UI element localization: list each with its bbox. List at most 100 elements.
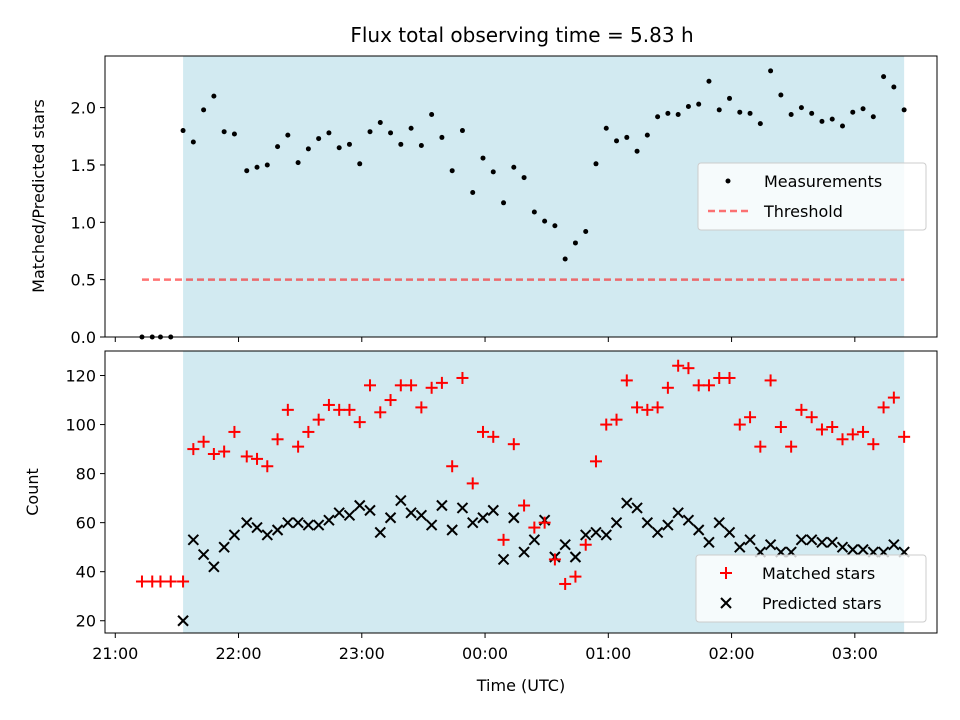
count-legend: Matched stars Predicted stars (695, 554, 927, 623)
matched-stars-point (405, 379, 418, 392)
y-tick-label: 1.0 (71, 213, 96, 232)
matched-stars-point (672, 359, 685, 372)
measurement-point (685, 103, 691, 109)
count-axes-frame (104, 350, 938, 634)
measurement-point (757, 121, 763, 127)
predicted-stars-point (610, 516, 623, 529)
measurement-point (593, 161, 599, 167)
matched-stars-point (877, 401, 890, 414)
measurement-point (346, 141, 352, 147)
predicted-stars-point (692, 524, 705, 536)
predicted-stars-point (723, 526, 736, 539)
matched-stars-point (135, 575, 148, 588)
matched-stars-point (425, 381, 438, 394)
legend-matched-marker (720, 567, 732, 579)
measurement-point (305, 146, 311, 152)
matched-stars-point (240, 450, 253, 463)
measurement-point (696, 101, 702, 107)
measurement-point (501, 200, 507, 206)
y-tick-label: 80 (76, 465, 96, 484)
ratio-y-ticks: 0.0 0.5 1.0 1.5 2.0 (71, 99, 105, 347)
measurement-point (264, 162, 270, 168)
measurement-point (449, 168, 455, 174)
measurement-point (840, 123, 846, 129)
measurement-point (819, 118, 825, 124)
predicted-stars-point (251, 521, 263, 534)
y-tick-label: 0.5 (71, 271, 96, 290)
matched-stars-point (343, 403, 356, 416)
measurement-point (614, 138, 620, 144)
predicted-stars-point (580, 529, 592, 541)
predicted-stars-point (218, 541, 230, 553)
measurement-point (829, 116, 835, 122)
predicted-stars-point (292, 516, 304, 529)
predicted-stars-point (826, 536, 838, 548)
matched-stars-point (487, 430, 500, 443)
matched-stars-point (312, 413, 325, 426)
legend-measurements-label: Measurements (764, 172, 882, 191)
measurement-point (490, 169, 496, 175)
predicted-stars-point (682, 514, 695, 526)
y-tick-label: 2.0 (71, 99, 96, 118)
measurement-point (459, 128, 465, 134)
measurement-point (860, 106, 866, 112)
matched-stars-point (374, 406, 387, 419)
predicted-stars-point (354, 499, 366, 512)
matched-stars-point (589, 455, 602, 468)
matched-stars-point (846, 428, 859, 441)
measurement-point (891, 84, 897, 90)
predicted-stars-point (177, 615, 189, 627)
measurement-point (480, 155, 486, 161)
predicted-stars-point (816, 536, 828, 548)
x-tick-label: 03:00 (832, 644, 878, 663)
measurement-point (521, 175, 527, 181)
legend-predicted-label: Predicted stars (762, 594, 882, 613)
predicted-stars-point (333, 507, 345, 519)
measurement-point (531, 209, 537, 215)
matched-stars-point (197, 435, 210, 448)
measurement-point (244, 168, 250, 174)
matched-stars-point (518, 499, 531, 512)
matched-stars-point (218, 445, 231, 458)
matched-stars-point (692, 379, 705, 392)
predicted-stars-point (456, 502, 469, 514)
matched-stars-point (538, 516, 551, 529)
matched-stars-point (857, 425, 870, 438)
x-tick-label: 00:00 (462, 644, 508, 663)
predicted-stars-point (487, 504, 499, 517)
matched-stars-point (446, 460, 459, 473)
measurement-point (398, 141, 404, 147)
matched-stars-point (302, 425, 315, 438)
measurement-point (737, 109, 743, 115)
measurement-point (275, 144, 281, 150)
matched-stars-point (207, 447, 220, 460)
predicted-stars-point (508, 512, 520, 524)
matched-stars-point (261, 460, 274, 473)
measurement-point (603, 125, 609, 131)
ratio-legend: Measurements Threshold (697, 162, 927, 231)
predicted-stars-point (302, 519, 315, 531)
chart-title: Flux total observing time = 5.83 h (350, 23, 693, 47)
measurement-point (429, 111, 435, 117)
matched-stars-point (251, 452, 264, 465)
matched-stars-point (528, 521, 541, 534)
matched-stars-point (826, 421, 839, 434)
legend-predicted-marker (720, 597, 732, 609)
ratio-axes-frame (104, 55, 938, 338)
measurement-point (798, 105, 804, 111)
predicted-stars-point (528, 534, 541, 546)
predicted-stars-point (271, 524, 284, 536)
measurement-point (583, 228, 589, 234)
matched-stars-point (641, 403, 654, 416)
predicted-stars-point (374, 526, 386, 539)
predicted-stars-point (384, 512, 397, 524)
x-tick-label: 22:00 (215, 644, 261, 663)
predicted-stars-point (805, 534, 818, 546)
measurement-point (850, 109, 856, 115)
measurement-point (201, 107, 207, 113)
matched-stars-point (744, 411, 757, 424)
matched-stars-point (600, 418, 613, 431)
predicted-stars-point (187, 534, 200, 546)
measurement-point (211, 93, 217, 99)
